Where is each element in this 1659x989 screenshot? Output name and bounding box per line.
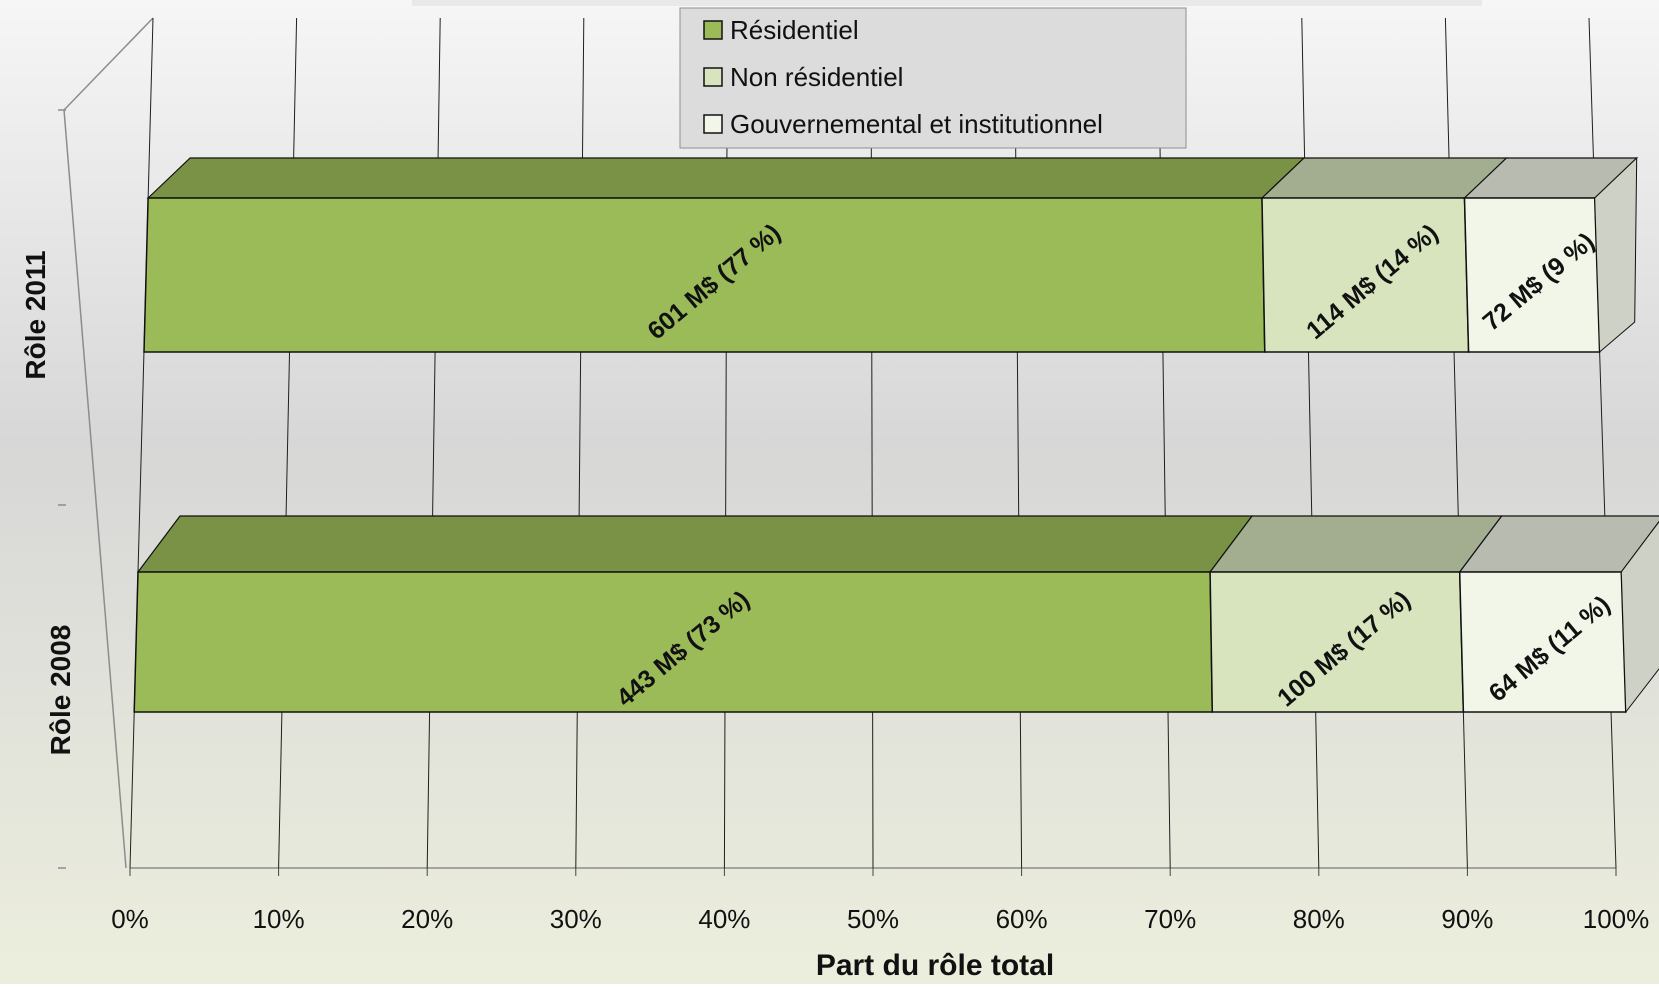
x-tick-label: 100% (1583, 904, 1650, 934)
x-tick-label: 0% (111, 904, 149, 934)
x-tick-label: 50% (847, 904, 899, 934)
x-tick-label: 30% (550, 904, 602, 934)
x-tick-label: 90% (1441, 904, 1493, 934)
gridline (129, 17, 154, 869)
x-axis-title: Part du rôle total (816, 949, 1054, 982)
legend-label: Gouvernemental et institutionnel (730, 109, 1103, 139)
bar-side-face (1620, 520, 1659, 714)
bar-top-face (1208, 515, 1503, 573)
x-tick-label: 40% (698, 904, 750, 934)
legend-swatch (703, 114, 723, 134)
bar-top-face (146, 157, 1306, 199)
x-tick-label: 10% (253, 904, 305, 934)
x-tick-label: 20% (401, 904, 453, 934)
legend-label: Résidentiel (730, 15, 859, 45)
title-area (412, 0, 1482, 6)
bar-top-face (1260, 157, 1508, 199)
legend-label: Non résidentiel (730, 62, 903, 92)
x-tick-label: 80% (1293, 904, 1345, 934)
legend-swatch (703, 20, 723, 40)
category-label: Rôle 2008 (45, 625, 76, 756)
x-tick-label: 70% (1144, 904, 1196, 934)
x-tick-label: 60% (996, 904, 1048, 934)
legend-box (679, 7, 1187, 149)
bar-top-face (136, 515, 1254, 573)
category-label: Rôle 2011 (20, 250, 51, 379)
bar-side-face (1594, 156, 1638, 354)
legend-swatch (703, 67, 723, 87)
